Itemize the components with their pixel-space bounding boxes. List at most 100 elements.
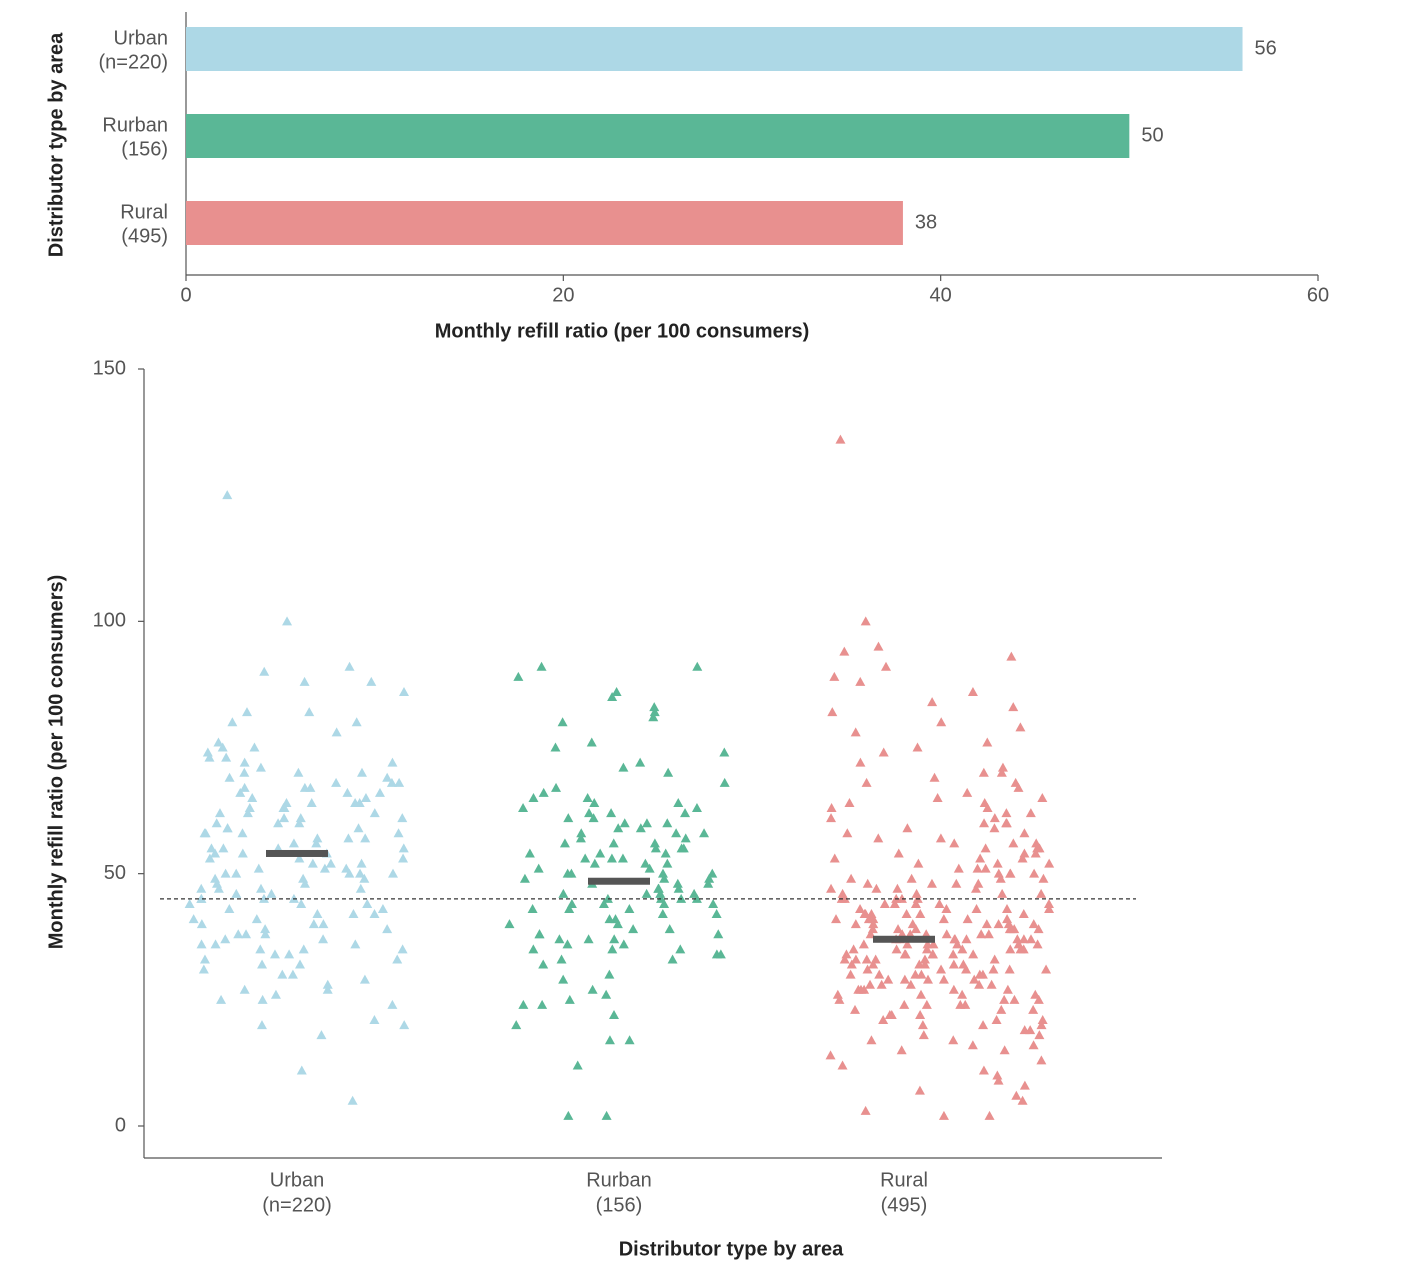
point <box>916 969 927 979</box>
point <box>978 1020 989 1030</box>
point <box>221 752 232 762</box>
point <box>635 757 646 767</box>
point <box>198 964 209 974</box>
point <box>910 898 921 908</box>
point <box>844 798 855 808</box>
point <box>204 752 215 762</box>
point <box>341 863 352 873</box>
point <box>322 984 333 994</box>
point <box>846 873 857 883</box>
point <box>224 772 235 782</box>
point <box>673 798 684 808</box>
point <box>951 878 962 888</box>
point <box>235 787 246 797</box>
point <box>331 777 342 787</box>
point <box>382 924 393 934</box>
point <box>960 999 971 1009</box>
point <box>979 818 990 828</box>
point <box>218 843 229 853</box>
point <box>1038 873 1049 883</box>
point <box>1019 848 1030 858</box>
point <box>976 929 987 939</box>
point <box>249 742 260 752</box>
point <box>831 914 842 924</box>
point <box>269 949 280 959</box>
point <box>1015 944 1026 954</box>
point <box>1041 964 1052 974</box>
point <box>299 676 310 686</box>
y-tick-label: (495) <box>121 225 168 247</box>
y-tick-label: 0 <box>115 1114 126 1136</box>
point <box>534 929 545 939</box>
y-tick-label: Urban <box>114 27 168 49</box>
point <box>318 934 329 944</box>
point <box>650 843 661 853</box>
point <box>257 994 268 1004</box>
point <box>587 984 598 994</box>
point <box>598 898 609 908</box>
point <box>1037 1015 1048 1025</box>
point <box>608 1009 619 1019</box>
y-tick-label: Rural <box>120 201 168 223</box>
point <box>350 939 361 949</box>
point <box>227 717 238 727</box>
mean-bar <box>266 849 328 857</box>
point <box>613 823 624 833</box>
point <box>916 989 927 999</box>
point <box>997 888 1008 898</box>
point <box>862 964 873 974</box>
point <box>919 954 930 964</box>
point <box>298 873 309 883</box>
point <box>618 762 629 772</box>
point <box>619 818 630 828</box>
x-tick-label: Rurban <box>586 1169 652 1191</box>
point <box>1036 1055 1047 1065</box>
point <box>962 914 973 924</box>
point <box>997 762 1008 772</box>
point <box>879 898 890 908</box>
point <box>580 853 591 863</box>
point <box>216 994 227 1004</box>
point <box>369 1015 380 1025</box>
point <box>713 929 724 939</box>
point <box>504 919 515 929</box>
point <box>850 954 861 964</box>
point <box>644 863 655 873</box>
point <box>1044 903 1055 913</box>
point <box>604 1035 615 1045</box>
point <box>242 808 253 818</box>
point <box>996 767 1007 777</box>
point <box>318 919 329 929</box>
point <box>222 490 233 500</box>
point <box>299 878 310 888</box>
point <box>222 823 233 833</box>
point <box>312 909 323 919</box>
y-tick-label: 100 <box>93 610 126 632</box>
point <box>858 939 869 949</box>
x-tick-label: (n=220) <box>262 1194 332 1216</box>
point <box>936 964 947 974</box>
point <box>839 893 850 903</box>
mean-bar <box>873 935 935 943</box>
point <box>861 954 872 964</box>
point <box>653 883 664 893</box>
point <box>827 707 838 717</box>
point <box>829 671 840 681</box>
point <box>606 853 617 863</box>
point <box>360 833 371 843</box>
point <box>311 838 322 848</box>
bar <box>186 114 1130 158</box>
point <box>196 919 207 929</box>
point <box>648 712 659 722</box>
point <box>241 929 252 939</box>
point <box>233 929 244 939</box>
point <box>671 828 682 838</box>
point <box>988 964 999 974</box>
point <box>277 969 288 979</box>
point <box>711 909 722 919</box>
point <box>528 792 539 802</box>
point <box>1017 1095 1028 1105</box>
point <box>237 848 248 858</box>
point <box>576 828 587 838</box>
value-label: 56 <box>1255 37 1277 59</box>
